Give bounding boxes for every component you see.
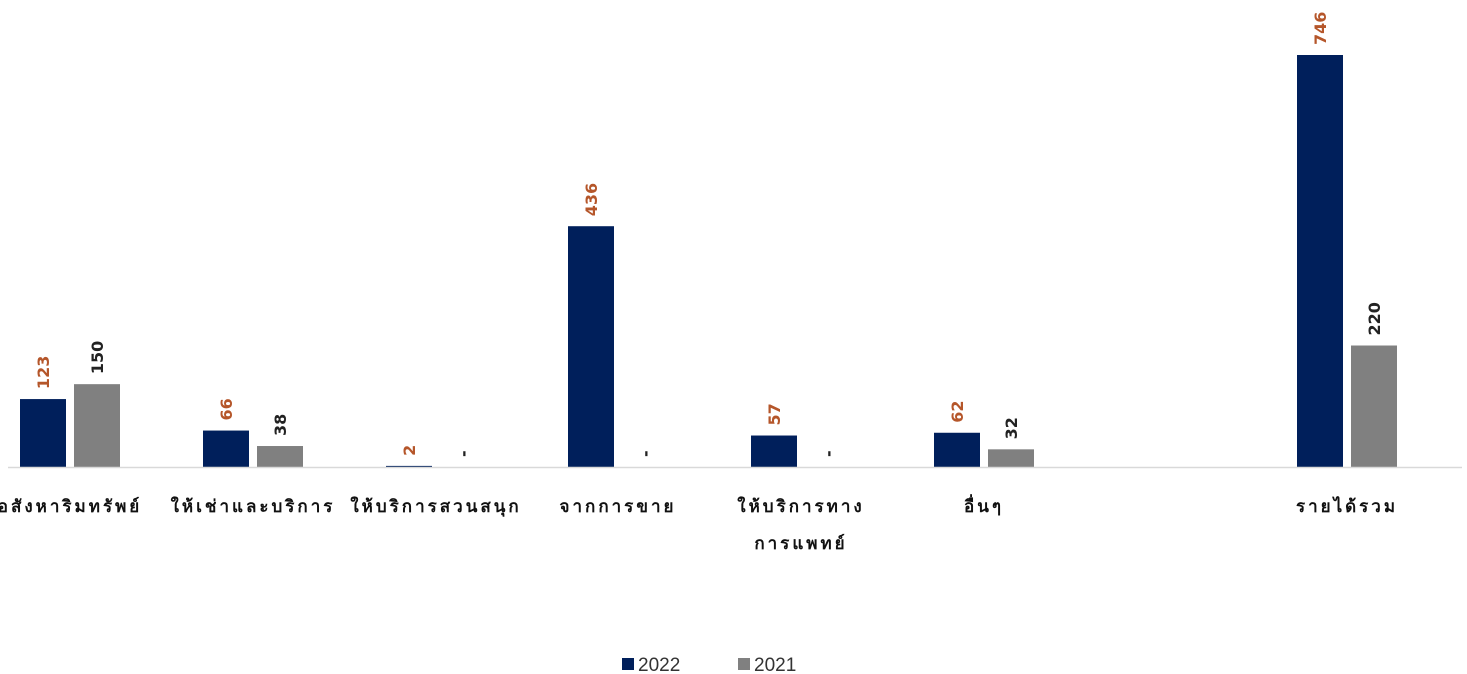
category-labels-layer: อสังหาริมทรัพย์ ให้เช่าและบริการ ให้บริการ… bbox=[0, 494, 1398, 554]
value-label-2021-3: - bbox=[636, 450, 655, 457]
value-label-2022-1: 66 bbox=[217, 398, 236, 420]
value-label-2021-4: - bbox=[819, 450, 838, 457]
value-label-2022-5: 62 bbox=[948, 400, 967, 422]
value-label-2022-2: 2 bbox=[400, 445, 419, 456]
legend-swatch-2022 bbox=[622, 658, 634, 670]
value-label-2021-2: - bbox=[454, 450, 473, 457]
bar-2021-6 bbox=[1351, 345, 1397, 467]
bar-2022-2 bbox=[386, 465, 432, 468]
category-label-3: จากการขาย bbox=[560, 497, 677, 517]
value-label-2022-6: 746 bbox=[1311, 12, 1330, 45]
bar-2021-5 bbox=[988, 449, 1034, 467]
value-label-2021-0: 150 bbox=[88, 341, 107, 374]
bar-2022-5 bbox=[934, 432, 980, 467]
bar-2022-3 bbox=[568, 226, 614, 467]
category-label-4: ให้บริการทางการแพทย์ bbox=[737, 496, 864, 554]
category-label-2: ให้บริการสวนสนุก bbox=[350, 496, 521, 517]
bars-layer bbox=[20, 55, 1397, 468]
value-label-2021-6: 220 bbox=[1365, 302, 1384, 335]
value-label-2022-0: 123 bbox=[34, 356, 53, 389]
value-label-2021-1: 38 bbox=[271, 414, 290, 436]
value-labels-layer: 123 66 2 436 57 62 746 150 38 - - - 32 220 bbox=[34, 12, 1384, 457]
legend-swatch-2021 bbox=[738, 658, 750, 670]
bar-2021-1 bbox=[257, 446, 303, 467]
category-label-0: อสังหาริมทรัพย์ bbox=[0, 496, 142, 517]
value-label-2022-4: 57 bbox=[765, 403, 784, 425]
category-label-1: ให้เช่าและบริการ bbox=[171, 496, 336, 517]
legend-label-2021: 2021 bbox=[754, 655, 796, 674]
legend-label-2022: 2022 bbox=[638, 655, 680, 674]
category-label-6: รายได้รวม bbox=[1296, 496, 1398, 517]
category-label-5: อื่นๆ bbox=[964, 494, 1004, 517]
bar-2022-6 bbox=[1297, 55, 1343, 467]
value-label-2021-5: 32 bbox=[1002, 417, 1021, 439]
bar-2021-0 bbox=[74, 384, 120, 467]
bar-2022-0 bbox=[20, 399, 66, 467]
bar-2022-1 bbox=[203, 430, 249, 467]
legend: 2022 2021 bbox=[622, 655, 796, 674]
value-label-2022-3: 436 bbox=[582, 183, 601, 216]
bar-2022-4 bbox=[751, 435, 797, 467]
